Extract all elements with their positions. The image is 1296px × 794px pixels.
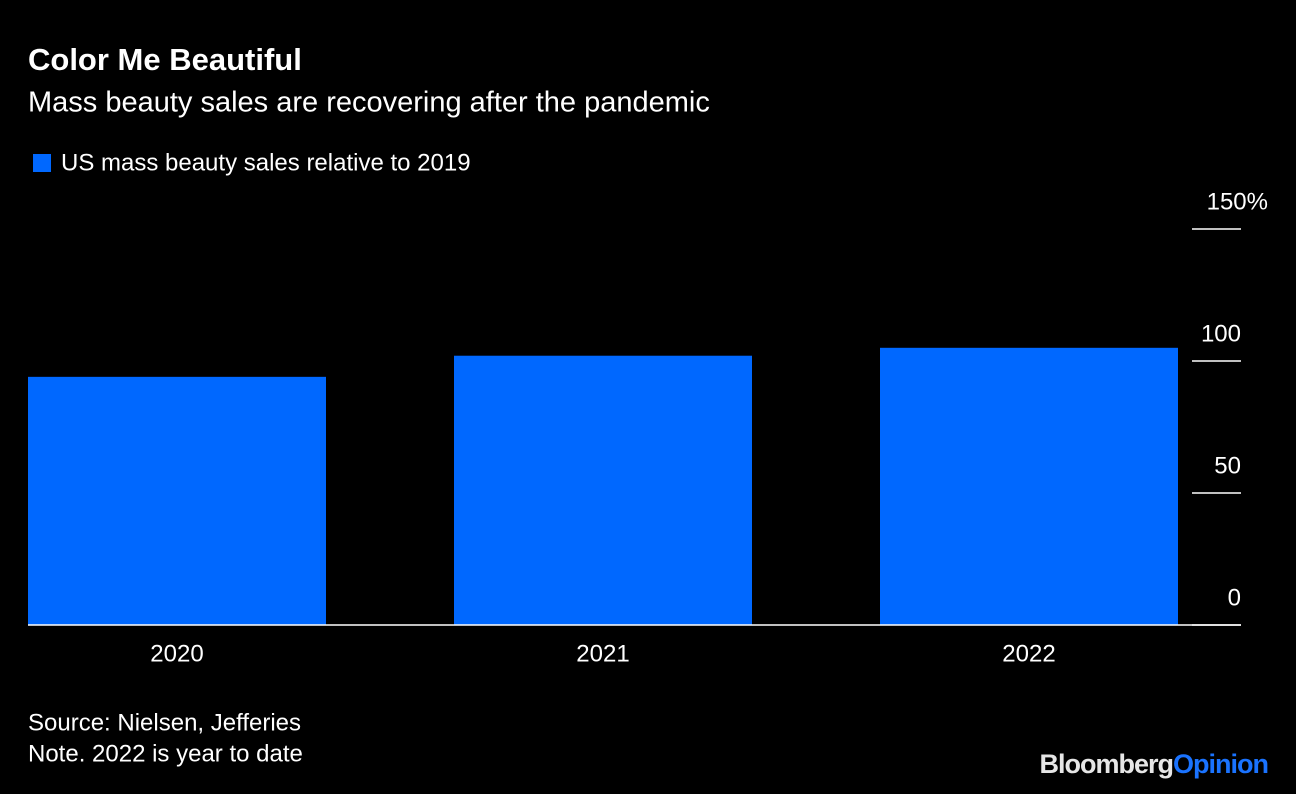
source: Source: Nielsen, Jefferies xyxy=(28,709,301,736)
chart-title: Color Me Beautiful xyxy=(28,42,302,77)
bar xyxy=(454,355,752,625)
bar xyxy=(880,347,1178,625)
y-tick-label: 50 xyxy=(1214,452,1241,479)
logo-opinion: Opinion xyxy=(1173,749,1268,779)
y-tick-label: 100 xyxy=(1201,320,1241,347)
note: Note. 2022 is year to date xyxy=(28,740,303,767)
x-tick-label: 2021 xyxy=(576,640,629,667)
logo-bloomberg: Bloomberg xyxy=(1040,749,1174,779)
bar xyxy=(28,376,326,625)
chart-subtitle: Mass beauty sales are recovering after t… xyxy=(28,87,710,119)
legend-label: US mass beauty sales relative to 2019 xyxy=(61,149,471,176)
x-tick-label: 2020 xyxy=(150,640,203,667)
y-tick-label: 150% xyxy=(1207,188,1268,215)
x-tick-label: 2022 xyxy=(1002,640,1055,667)
legend-swatch xyxy=(33,154,51,172)
y-tick-label: 0 xyxy=(1228,584,1241,611)
logo: BloombergOpinion xyxy=(1040,749,1269,779)
